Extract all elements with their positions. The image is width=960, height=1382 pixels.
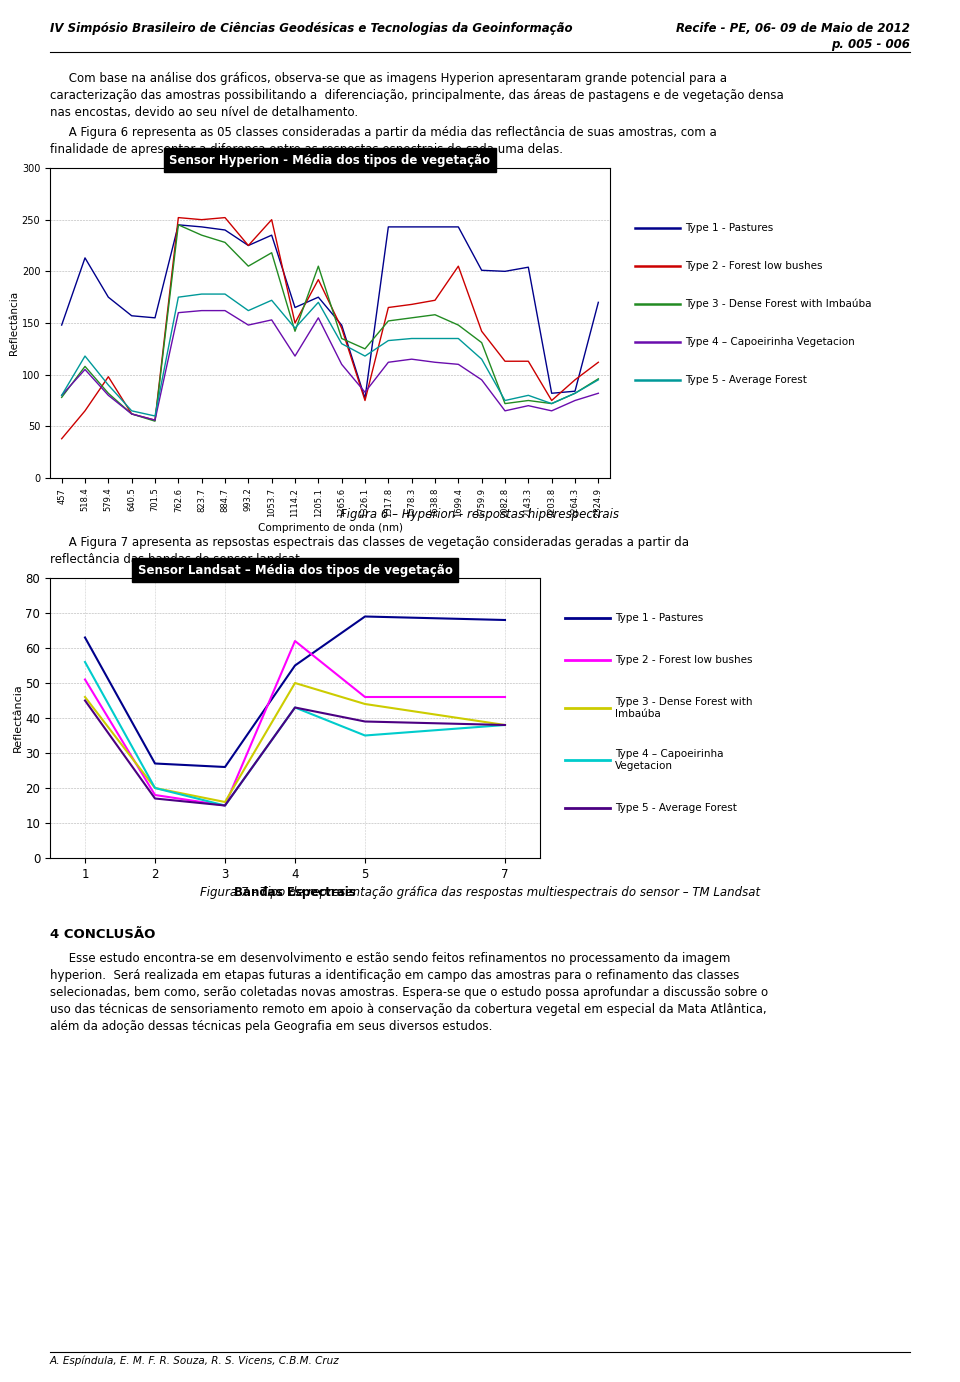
Text: uso das técnicas de sensoriamento remoto em apoio à conservação da cobertura veg: uso das técnicas de sensoriamento remoto… bbox=[50, 1003, 767, 1016]
Text: Esse estudo encontra-se em desenvolvimento e estão sendo feitos refinamentos no : Esse estudo encontra-se em desenvolvimen… bbox=[50, 952, 731, 965]
Title: Sensor Hyperion - Média dos tipos de vegetação: Sensor Hyperion - Média dos tipos de veg… bbox=[169, 153, 491, 167]
X-axis label: Bandas Espectrais: Bandas Espectrais bbox=[234, 886, 356, 900]
Text: p. 005 - 006: p. 005 - 006 bbox=[831, 37, 910, 51]
Y-axis label: Reflectância: Reflectância bbox=[9, 292, 19, 355]
Text: hyperion.  Será realizada em etapas futuras a identificação em campo das amostra: hyperion. Será realizada em etapas futur… bbox=[50, 969, 739, 983]
Text: 4 CONCLUSÃO: 4 CONCLUSÃO bbox=[50, 927, 156, 941]
Text: A. Espíndula, E. M. F. R. Souza, R. S. Vicens, C.B.M. Cruz: A. Espíndula, E. M. F. R. Souza, R. S. V… bbox=[50, 1354, 340, 1365]
Text: Type 3 - Dense Forest with Imbaúba: Type 3 - Dense Forest with Imbaúba bbox=[685, 299, 872, 310]
Text: Type 5 - Average Forest: Type 5 - Average Forest bbox=[685, 375, 806, 386]
Text: Type 4 – Capoeirinha Vegetacion: Type 4 – Capoeirinha Vegetacion bbox=[685, 337, 854, 347]
Text: Type 2 - Forest low bushes: Type 2 - Forest low bushes bbox=[615, 655, 753, 665]
Text: Type 5 - Average Forest: Type 5 - Average Forest bbox=[615, 803, 737, 813]
Text: Type 1 - Pastures: Type 1 - Pastures bbox=[615, 614, 704, 623]
Text: Type 4 – Capoeirinha
Vegetacion: Type 4 – Capoeirinha Vegetacion bbox=[615, 749, 724, 771]
Text: reflectância das bandas do sensor landsat.: reflectância das bandas do sensor landsa… bbox=[50, 553, 303, 567]
X-axis label: Comprimento de onda (nm): Comprimento de onda (nm) bbox=[257, 522, 402, 532]
Y-axis label: Reflectância: Reflectância bbox=[12, 684, 23, 752]
Text: A Figura 7 apresenta as repsostas espectrais das classes de vegetação considerad: A Figura 7 apresenta as repsostas espect… bbox=[50, 536, 689, 549]
Text: Com base na análise dos gráficos, observa-se que as imagens Hyperion apresentara: Com base na análise dos gráficos, observ… bbox=[50, 72, 727, 86]
Text: selecionadas, bem como, serão coletadas novas amostras. Espera-se que o estudo p: selecionadas, bem como, serão coletadas … bbox=[50, 985, 768, 999]
Text: finalidade de apresentar a diferença entre as respostas espectrais de cada uma d: finalidade de apresentar a diferença ent… bbox=[50, 142, 563, 156]
Text: caracterização das amostras possibilitando a  diferenciação, principalmente, das: caracterização das amostras possibilitan… bbox=[50, 88, 783, 102]
Text: Type 2 - Forest low bushes: Type 2 - Forest low bushes bbox=[685, 261, 823, 271]
Text: Figura 7 - Tipo de representação gráfica das respostas multiespectrais do sensor: Figura 7 - Tipo de representação gráfica… bbox=[200, 886, 760, 900]
Text: Figura 6 – Hyperion - respostas hiperespectrais: Figura 6 – Hyperion - respostas hiperesp… bbox=[341, 509, 619, 521]
Text: nas encostas, devido ao seu nível de detalhamento.: nas encostas, devido ao seu nível de det… bbox=[50, 106, 358, 119]
Title: Sensor Landsat – Média dos tipos de vegetação: Sensor Landsat – Média dos tipos de vege… bbox=[137, 564, 452, 576]
Text: Type 1 - Pastures: Type 1 - Pastures bbox=[685, 223, 773, 234]
Text: A Figura 6 representa as 05 classes consideradas a partir da média das reflectân: A Figura 6 representa as 05 classes cons… bbox=[50, 126, 717, 140]
Text: Recife - PE, 06- 09 de Maio de 2012: Recife - PE, 06- 09 de Maio de 2012 bbox=[676, 22, 910, 35]
Text: IV Simpósio Brasileiro de Ciências Geodésicas e Tecnologias da Geoinformação: IV Simpósio Brasileiro de Ciências Geodé… bbox=[50, 22, 572, 35]
Text: além da adoção dessas técnicas pela Geografia em seus diversos estudos.: além da adoção dessas técnicas pela Geog… bbox=[50, 1020, 492, 1032]
Text: Type 3 - Dense Forest with
Imbaúba: Type 3 - Dense Forest with Imbaúba bbox=[615, 697, 753, 719]
